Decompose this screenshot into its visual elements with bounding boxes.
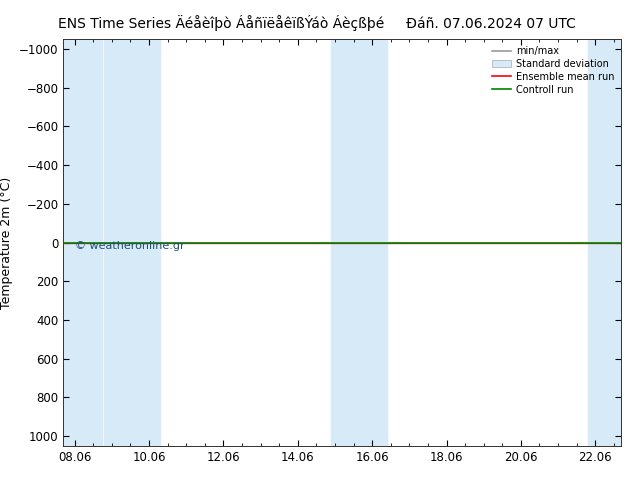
Legend: min/max, Standard deviation, Ensemble mean run, Controll run: min/max, Standard deviation, Ensemble me… xyxy=(488,42,618,98)
Text: © weatheronline.gr: © weatheronline.gr xyxy=(75,241,184,250)
Bar xyxy=(63,39,103,446)
Text: ENS Time Series Äéåèîþò ÁåñïëåêïßÝáò Áèçßþé     Ðáñ. 07.06.2024 07 UTC: ENS Time Series Äéåèîþò ÁåñïëåêïßÝáò Áèç… xyxy=(58,15,576,31)
Bar xyxy=(331,39,387,446)
Y-axis label: Temperature 2m (°C): Temperature 2m (°C) xyxy=(1,176,13,309)
Bar xyxy=(105,39,160,446)
Bar xyxy=(588,39,621,446)
